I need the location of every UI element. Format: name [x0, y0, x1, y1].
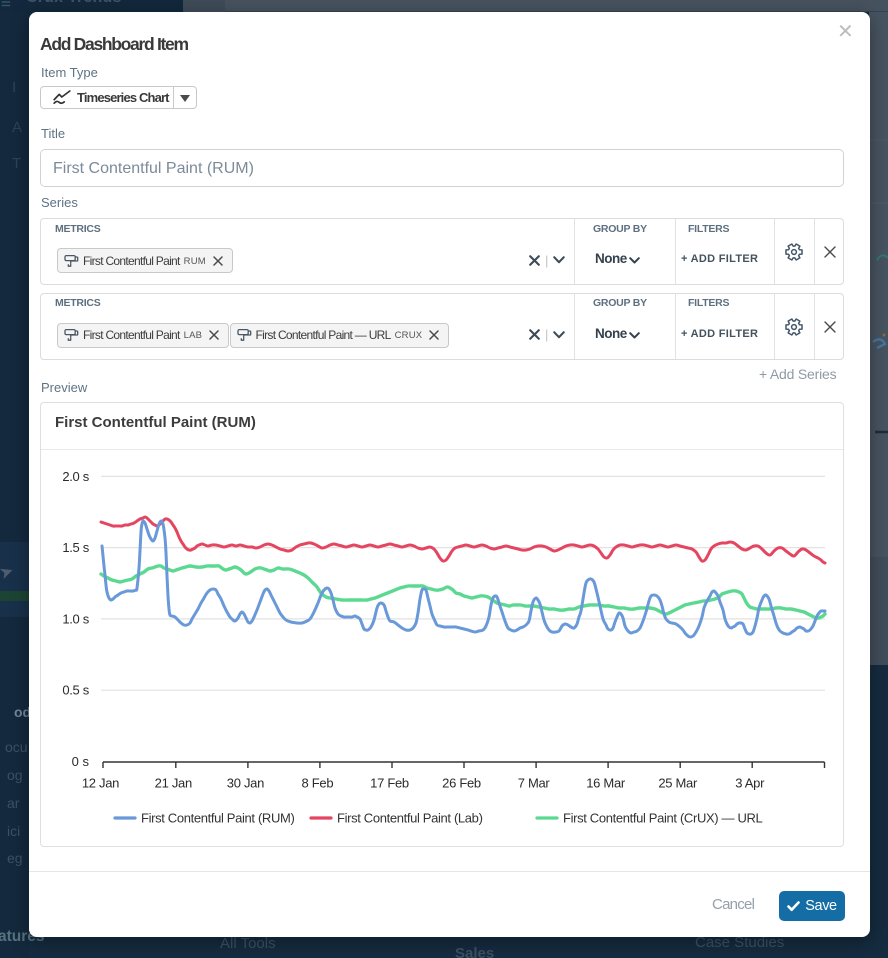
svg-text:26 Feb: 26 Feb	[442, 776, 481, 791]
svg-text:17 Feb: 17 Feb	[370, 776, 409, 791]
svg-text:30 Jan: 30 Jan	[227, 776, 264, 791]
svg-text:1.5 s: 1.5 s	[62, 540, 89, 555]
svg-text:0 s: 0 s	[72, 754, 90, 769]
svg-text:0.5 s: 0.5 s	[62, 683, 89, 698]
svg-text:1.0 s: 1.0 s	[62, 611, 89, 626]
svg-text:2.0 s: 2.0 s	[62, 469, 89, 484]
svg-text:8 Feb: 8 Feb	[302, 776, 334, 791]
svg-text:First Contentful Paint (RUM): First Contentful Paint (RUM)	[141, 811, 294, 826]
svg-text:3 Apr: 3 Apr	[735, 776, 765, 791]
svg-text:First Contentful Paint (CrUX): First Contentful Paint (CrUX) — URL	[563, 811, 763, 826]
svg-text:12 Jan: 12 Jan	[82, 776, 119, 791]
svg-text:16 Mar: 16 Mar	[586, 776, 626, 791]
svg-text:7 Mar: 7 Mar	[518, 776, 551, 791]
svg-text:25 Mar: 25 Mar	[658, 776, 698, 791]
svg-text:First Contentful Paint (Lab): First Contentful Paint (Lab)	[337, 811, 483, 826]
svg-text:21 Jan: 21 Jan	[155, 776, 192, 791]
